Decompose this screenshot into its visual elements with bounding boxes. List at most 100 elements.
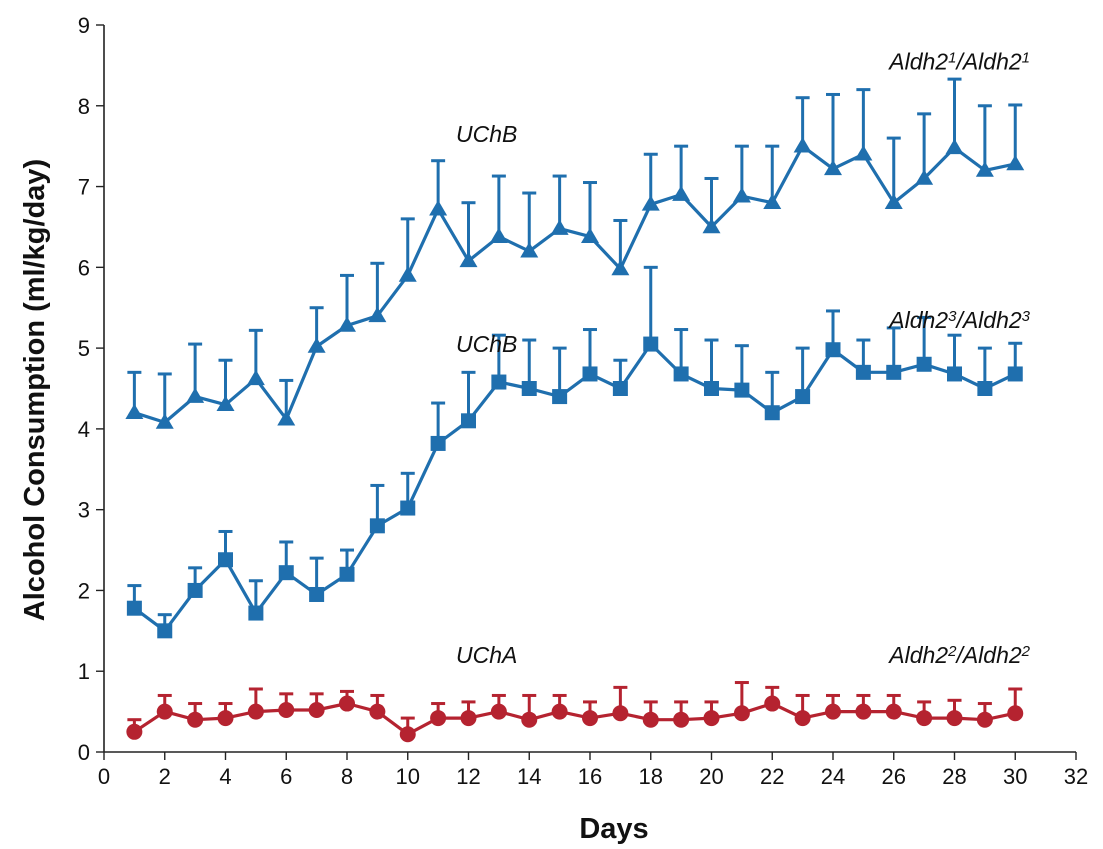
data-point (430, 710, 447, 727)
series-triangle (125, 77, 1025, 429)
data-point (490, 703, 507, 720)
data-point (611, 259, 630, 276)
genotype-allele-superscript: 1 (948, 50, 956, 67)
data-point (704, 381, 719, 396)
y-tick-label: 7 (78, 175, 90, 200)
data-point (339, 566, 355, 582)
data-point (582, 366, 598, 382)
data-point (461, 413, 476, 429)
data-point (338, 316, 356, 332)
x-tick-label: 26 (882, 764, 906, 789)
data-point (157, 623, 173, 639)
data-point (673, 366, 689, 382)
x-axis-title: Days (579, 813, 648, 845)
genotype-label-2: Aldh22/Aldh22 (887, 642, 1030, 668)
data-point (977, 381, 993, 396)
data-point (732, 187, 751, 203)
x-tick-label: 0 (98, 764, 110, 789)
x-tick-label: 10 (396, 764, 420, 789)
x-tick-label: 24 (821, 764, 845, 789)
x-tick-label: 12 (456, 764, 480, 789)
y-tick-label: 6 (78, 255, 90, 280)
data-point (976, 711, 993, 728)
data-point (915, 169, 934, 185)
genotype-label-part: Aldh2 (887, 48, 948, 74)
data-point (398, 266, 417, 282)
data-point (673, 711, 690, 728)
genotype-label-part: Aldh2 (961, 307, 1022, 333)
series-line (133, 144, 1016, 424)
data-point (155, 413, 174, 429)
y-tick-label: 5 (78, 336, 90, 361)
data-point (764, 695, 781, 712)
series-circle (126, 681, 1024, 743)
genotype-allele-superscript: 1 (1022, 50, 1030, 67)
y-axis-title: Alcohol Consumption (ml/kg/day) (19, 159, 51, 621)
data-point (551, 703, 568, 720)
data-point (187, 711, 204, 728)
data-point (795, 389, 811, 405)
data-point (1007, 366, 1023, 382)
data-point (581, 227, 599, 243)
data-point (643, 336, 659, 352)
y-tick-label: 8 (78, 94, 90, 119)
x-tick-label: 6 (280, 764, 292, 789)
data-point (734, 382, 750, 398)
data-point (126, 600, 142, 616)
data-point (156, 703, 173, 720)
data-point (733, 705, 750, 722)
genotype-label-1: Aldh21/Aldh21 (887, 48, 1030, 74)
data-point (429, 200, 448, 216)
data-point (248, 605, 264, 621)
data-point (1007, 705, 1024, 722)
x-tick-label: 20 (699, 764, 723, 789)
annotation-layer: UChB UChB UChA Aldh21/Aldh21Aldh23/Aldh2… (456, 48, 1031, 668)
x-tick-label: 30 (1003, 764, 1027, 789)
data-point (642, 711, 659, 728)
data-point (916, 710, 933, 727)
data-point (582, 710, 598, 727)
y-tick-label: 1 (78, 659, 90, 684)
data-point (550, 219, 569, 235)
genotype-label-3: Aldh23/Aldh23 (887, 307, 1030, 333)
data-point (612, 381, 628, 396)
genotype-label-part: Aldh2 (887, 307, 948, 333)
data-point (521, 711, 538, 728)
data-point (246, 369, 265, 386)
annotation-uchb-middle: UChB (456, 331, 517, 357)
data-point (916, 356, 932, 372)
genotype-allele-superscript: 2 (1021, 643, 1031, 660)
x-tick-label: 28 (942, 764, 966, 789)
data-point (824, 159, 842, 176)
data-point (825, 703, 841, 720)
data-point (612, 705, 629, 722)
data-point (825, 342, 841, 358)
data-point (641, 195, 660, 211)
data-point (430, 435, 446, 451)
data-point (369, 703, 386, 720)
genotype-allele-superscript: 3 (1022, 308, 1031, 325)
data-point (460, 710, 477, 727)
data-point (278, 701, 295, 718)
data-point (672, 185, 691, 201)
data-point (186, 387, 205, 403)
genotype-label-part: / (954, 307, 965, 333)
data-point (126, 723, 143, 740)
data-point (278, 565, 294, 581)
x-tick-label: 22 (760, 764, 784, 789)
x-tick-label: 14 (517, 764, 541, 789)
data-point (945, 138, 964, 155)
genotype-label-part: Aldh2 (961, 48, 1022, 74)
data-point (399, 726, 416, 743)
data-point (886, 364, 902, 380)
data-point (793, 137, 812, 153)
genotype-label-part: Aldh2 (887, 642, 948, 668)
data-point (489, 227, 508, 243)
y-tick-label: 4 (78, 417, 90, 442)
data-point (794, 710, 811, 727)
data-point (187, 582, 203, 598)
x-tick-label: 32 (1064, 764, 1088, 789)
data-point (125, 403, 144, 420)
